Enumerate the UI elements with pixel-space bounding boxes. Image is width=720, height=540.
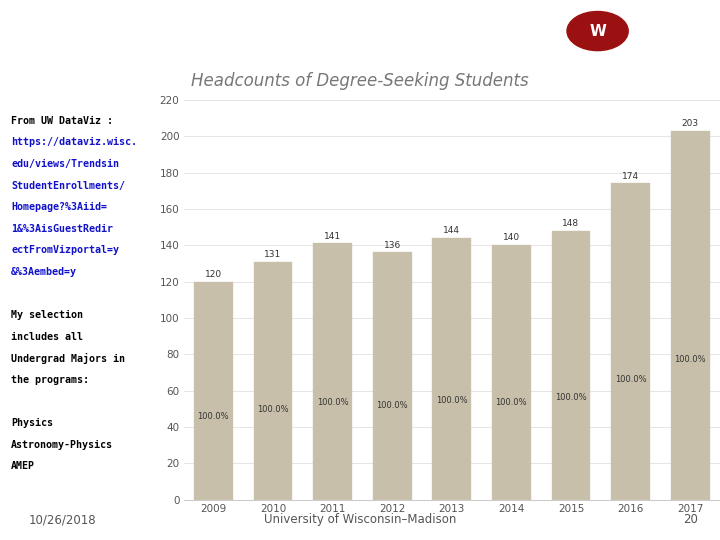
Text: 144: 144 [444, 226, 460, 235]
Text: 100.0%: 100.0% [495, 399, 527, 407]
Text: 100.0%: 100.0% [615, 375, 647, 384]
Text: 148: 148 [562, 219, 580, 228]
Bar [611, 184, 650, 500]
Bar [253, 261, 292, 500]
Text: &%3Aembed=y: &%3Aembed=y [11, 267, 77, 277]
Text: 100.0%: 100.0% [257, 404, 289, 414]
Text: edu/views/Trendsin: edu/views/Trendsin [11, 159, 119, 169]
Text: ⌂◄►: ⌂◄► [662, 24, 692, 38]
Bar [194, 281, 233, 500]
Text: 120: 120 [204, 270, 222, 279]
Text: Homepage?%3Aiid=: Homepage?%3Aiid= [11, 202, 107, 212]
Text: 10/26/2018: 10/26/2018 [29, 513, 96, 526]
Bar [313, 244, 352, 500]
Text: Physics: Physics [11, 418, 53, 428]
Ellipse shape [562, 8, 634, 55]
Text: From UW DataViz :: From UW DataViz : [11, 116, 113, 126]
Text: AMEP: AMEP [11, 461, 35, 471]
Text: University of Wisconsin–Madison: University of Wisconsin–Madison [264, 513, 456, 526]
Text: 100.0%: 100.0% [197, 412, 229, 421]
Text: 203: 203 [682, 119, 699, 128]
Text: 141: 141 [324, 232, 341, 241]
Text: 174: 174 [622, 172, 639, 181]
Text: 1&%3AisGuestRedir: 1&%3AisGuestRedir [11, 224, 113, 234]
Bar [492, 245, 531, 500]
Text: Physics Undergraduate Students: Physics Undergraduate Students [1, 17, 517, 45]
Text: StudentEnrollments/: StudentEnrollments/ [11, 180, 125, 191]
Bar [433, 238, 471, 500]
Text: ectFromVizportal=y: ectFromVizportal=y [11, 245, 119, 255]
Text: the programs:: the programs: [11, 375, 89, 385]
Text: 140: 140 [503, 233, 520, 242]
Ellipse shape [567, 11, 628, 51]
Text: 100.0%: 100.0% [377, 401, 408, 410]
Text: 20: 20 [683, 513, 698, 526]
Text: Undergrad Majors in: Undergrad Majors in [11, 353, 125, 365]
Bar [552, 231, 590, 500]
Bar [671, 131, 710, 500]
Text: Astronomy-Physics: Astronomy-Physics [11, 440, 113, 450]
Text: 100.0%: 100.0% [436, 396, 467, 404]
Text: 131: 131 [264, 250, 282, 259]
Text: W: W [589, 24, 606, 38]
Text: https://dataviz.wisc.: https://dataviz.wisc. [11, 138, 137, 147]
Text: My selection: My selection [11, 310, 83, 320]
Text: 100.0%: 100.0% [555, 393, 587, 402]
Text: Headcounts of Degree-Seeking Students: Headcounts of Degree-Seeking Students [192, 72, 528, 90]
Text: 136: 136 [384, 241, 401, 249]
Bar [373, 253, 412, 500]
Text: 100.0%: 100.0% [675, 355, 706, 364]
Text: 100.0%: 100.0% [317, 397, 348, 407]
Text: includes all: includes all [11, 332, 83, 342]
